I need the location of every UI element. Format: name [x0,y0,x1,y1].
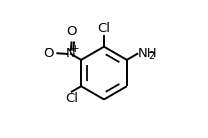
Text: N: N [66,47,76,60]
Text: +: + [71,44,80,54]
Text: Cl: Cl [98,22,110,35]
Text: ⁻: ⁻ [45,45,51,58]
Text: O: O [43,47,53,60]
Text: Cl: Cl [65,92,78,105]
Text: 2: 2 [148,51,154,61]
Text: NH: NH [138,47,158,60]
Text: O: O [66,25,77,38]
